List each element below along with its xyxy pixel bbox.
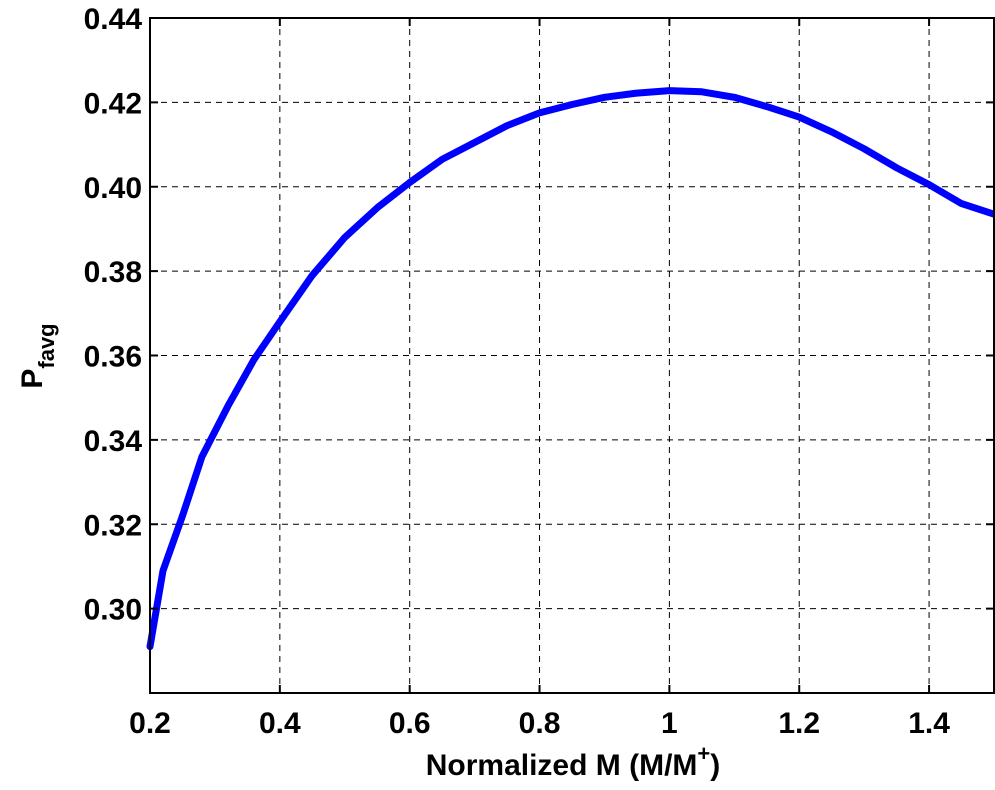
y-tick-label: 0.42 — [84, 87, 142, 120]
y-tick-label: 0.32 — [84, 509, 142, 542]
y-tick-label: 0.36 — [84, 341, 142, 374]
x-tick-label: 0.8 — [519, 707, 561, 740]
y-axis-label-main: P — [16, 369, 49, 389]
x-tick-label: 1.2 — [778, 707, 820, 740]
x-axis-label-main: Normalized M (M/M — [426, 749, 698, 782]
series-line — [146, 87, 995, 651]
y-axis-label: Pfavg — [16, 323, 59, 388]
data-series — [146, 87, 995, 651]
y-tick-label: 0.30 — [84, 594, 142, 627]
x-axis-label: Normalized M (M/M+) — [426, 741, 721, 782]
y-tick-label: 0.44 — [84, 3, 143, 36]
x-axis-label-sup: + — [697, 741, 710, 766]
x-axis-label-tail: ) — [710, 749, 720, 782]
x-tick-label: 0.2 — [129, 707, 171, 740]
x-tick-label: 1 — [661, 707, 678, 740]
y-axis-label-sub: favg — [34, 323, 59, 368]
y-axis-ticks: 0.30 0.32 0.34 0.36 0.38 0.40 0.42 0.44 — [84, 3, 994, 627]
x-tick-label: 0.6 — [389, 707, 431, 740]
y-tick-label: 0.34 — [84, 425, 143, 458]
x-tick-label: 0.4 — [259, 707, 301, 740]
y-tick-label: 0.40 — [84, 172, 142, 205]
y-tick-label: 0.38 — [84, 256, 142, 289]
x-tick-label: 1.4 — [908, 707, 950, 740]
x-axis-ticks: 0.2 0.4 0.6 0.8 1 1.2 1.4 — [129, 18, 950, 740]
